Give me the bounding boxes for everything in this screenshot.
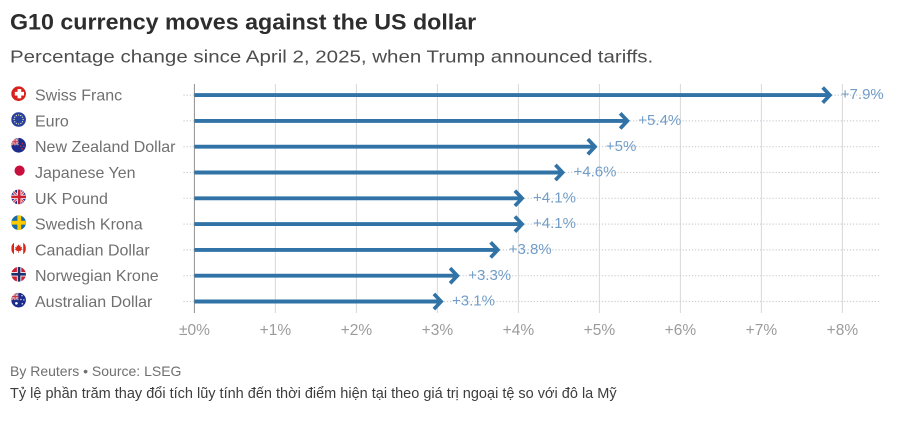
svg-text:+3.8%: +3.8% xyxy=(509,241,552,258)
svg-text:+3%: +3% xyxy=(422,322,454,339)
svg-text:+5%: +5% xyxy=(606,138,636,155)
svg-text:+4.1%: +4.1% xyxy=(533,189,576,206)
svg-text:G10 currency moves against the: G10 currency moves against the US dollar xyxy=(10,10,476,34)
svg-text:Tỷ lệ phần trăm thay đổi tích: Tỷ lệ phần trăm thay đổi tích lũy tính đ… xyxy=(10,386,617,402)
svg-text:+4%: +4% xyxy=(503,322,535,339)
svg-text:+4.1%: +4.1% xyxy=(533,215,576,232)
svg-text:+5%: +5% xyxy=(584,322,616,339)
svg-text:Euro: Euro xyxy=(35,113,69,130)
svg-text:UK Pound: UK Pound xyxy=(35,191,108,208)
svg-text:±0%: ±0% xyxy=(179,322,210,339)
svg-text:+6%: +6% xyxy=(665,322,697,339)
svg-text:Swedish Krona: Swedish Krona xyxy=(35,217,143,234)
svg-text:Australian Dollar: Australian Dollar xyxy=(35,294,153,311)
svg-text:+7%: +7% xyxy=(746,322,778,339)
svg-text:New Zealand Dollar: New Zealand Dollar xyxy=(35,139,176,156)
svg-text:By Reuters • Source: LSEG: By Reuters • Source: LSEG xyxy=(10,363,181,379)
svg-text:+7.9%: +7.9% xyxy=(841,86,884,103)
svg-text:Norwegian Krone: Norwegian Krone xyxy=(35,268,159,285)
svg-text:+3.1%: +3.1% xyxy=(452,293,495,310)
svg-text:+5.4%: +5.4% xyxy=(638,112,681,129)
svg-text:+1%: +1% xyxy=(260,322,292,339)
svg-text:+8%: +8% xyxy=(827,322,859,339)
svg-text:+4.6%: +4.6% xyxy=(574,164,617,181)
svg-text:Japanese Yen: Japanese Yen xyxy=(35,165,136,182)
svg-text:+2%: +2% xyxy=(341,322,373,339)
svg-text:Canadian Dollar: Canadian Dollar xyxy=(35,242,150,259)
svg-text:Percentage change since April: Percentage change since April 2, 2025, w… xyxy=(10,48,653,68)
svg-text:+3.3%: +3.3% xyxy=(468,267,511,284)
svg-text:Swiss Franc: Swiss Franc xyxy=(35,88,122,105)
